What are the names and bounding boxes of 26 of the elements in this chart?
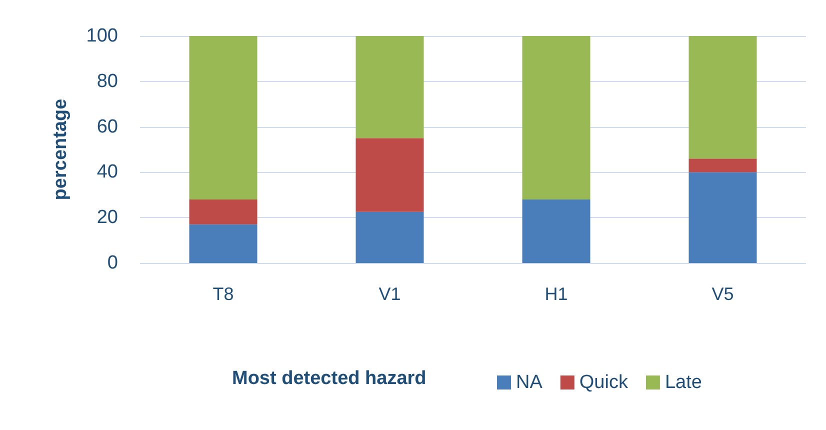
x-tick-label: T8 xyxy=(212,284,234,304)
y-tick-label: 40 xyxy=(96,162,118,183)
x-tick-label: V5 xyxy=(712,284,734,304)
bar xyxy=(189,224,258,263)
x-tick-label: V1 xyxy=(378,284,401,304)
legend-label: NA xyxy=(516,372,543,393)
bar xyxy=(522,36,590,200)
bar xyxy=(688,36,757,159)
legend-label: Quick xyxy=(579,372,628,393)
legend-label: Late xyxy=(664,372,702,393)
bar xyxy=(356,138,424,212)
y-tick-label: 0 xyxy=(107,252,118,274)
y-tick-label: 20 xyxy=(96,207,118,228)
y-axis-title: percentage xyxy=(50,98,71,200)
y-tick-label: 60 xyxy=(96,116,118,138)
x-tick-label: H1 xyxy=(544,284,568,304)
bar xyxy=(522,199,590,263)
bar xyxy=(356,212,424,263)
bar xyxy=(189,199,258,224)
bar xyxy=(688,172,757,263)
bar xyxy=(688,158,757,172)
y-tick-label: 100 xyxy=(86,26,118,46)
legend-title: Most detected hazard xyxy=(232,368,426,390)
bar xyxy=(356,36,424,138)
y-tick-label: 80 xyxy=(96,70,118,92)
bar xyxy=(189,36,258,200)
